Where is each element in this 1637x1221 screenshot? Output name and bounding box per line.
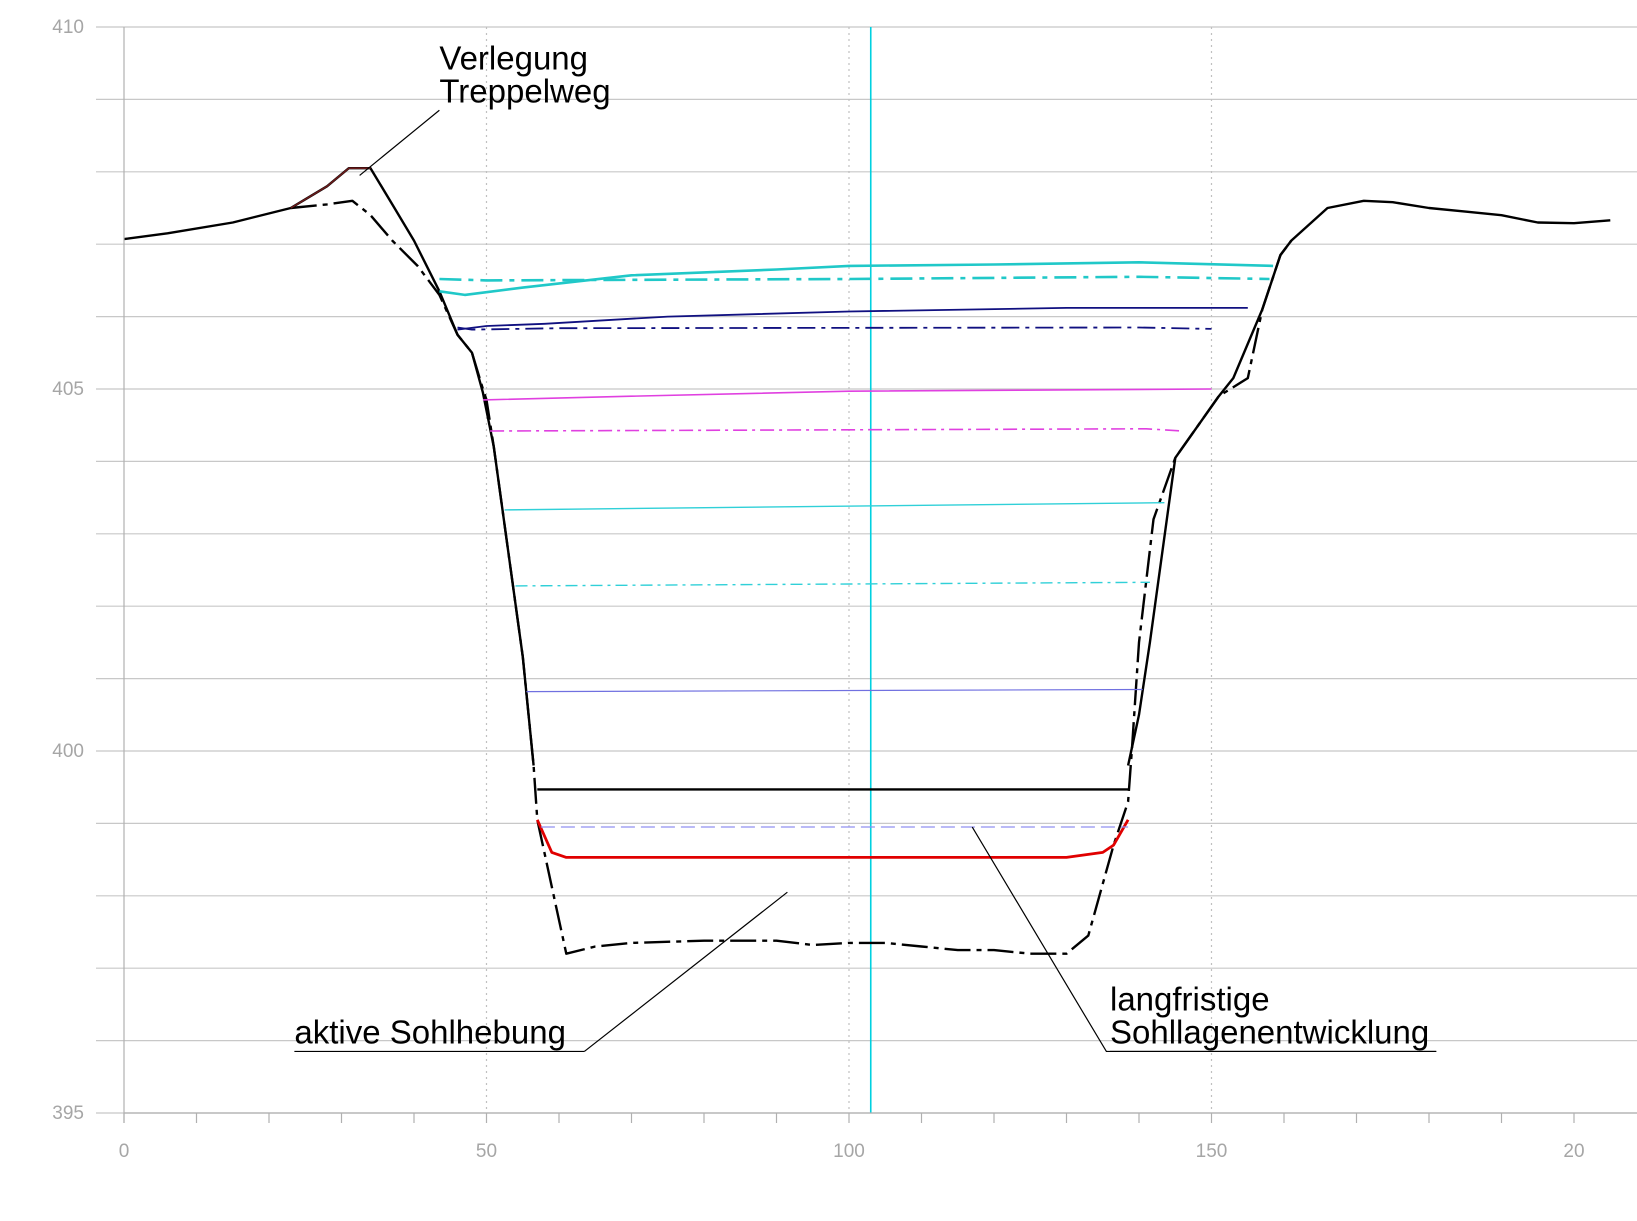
x-tick-label: 0 [119, 1141, 130, 1162]
annotation-text: langfristige [1110, 980, 1270, 1017]
y-tick-label: 410 [52, 17, 84, 38]
annotation-text: Sohllagenentwicklung [1110, 1013, 1429, 1050]
x-tick-label: 100 [833, 1141, 865, 1162]
annotation-text: Verlegung [439, 39, 588, 76]
annotation-text: Treppelweg [439, 72, 610, 109]
annotation-1: aktive Sohlhebung [294, 891, 788, 1053]
series-line-terrain_existing [123, 166, 535, 766]
y-tick-label: 400 [52, 741, 84, 762]
series-line-wsp_navy_dash [457, 326, 1212, 331]
axis-layer: 0 50 100 150 20 395 400 405 410 [52, 17, 1637, 1162]
grid-layer [96, 26, 1637, 1114]
x-tick-label: 150 [1196, 1141, 1228, 1162]
series-line-wsp_cyan_thin [504, 502, 1165, 511]
annotation-leader [359, 109, 440, 176]
series-line-terrain_existing_right [1126, 199, 1611, 766]
series-line-wsp_teal_dash [439, 275, 1270, 282]
x-tick-label: 50 [476, 1141, 497, 1162]
series-line-sohle_aktive [536, 819, 1130, 859]
y-tick-label: 395 [52, 1103, 84, 1124]
annotation-text: aktive Sohlhebung [294, 1013, 566, 1050]
series-line-wsp_magenta_dash [490, 427, 1183, 432]
series-line-wsp_navy [457, 306, 1248, 331]
x-tick-label: 20 [1563, 1141, 1584, 1162]
series-line-profile_planned [290, 199, 1293, 955]
annotation-leader [971, 826, 1437, 1053]
series-line-dam_brown_edge [290, 167, 371, 209]
series-line-wsp_teal [439, 260, 1274, 297]
y-tick-label: 405 [52, 379, 84, 400]
series-line-wsp_cyan_dash [515, 581, 1150, 587]
series-layer [123, 27, 1611, 1113]
series-line-wsp_blue_thin [526, 688, 1143, 693]
series-line-wsp_magenta [482, 388, 1212, 401]
annotation-leader [584, 891, 788, 1052]
